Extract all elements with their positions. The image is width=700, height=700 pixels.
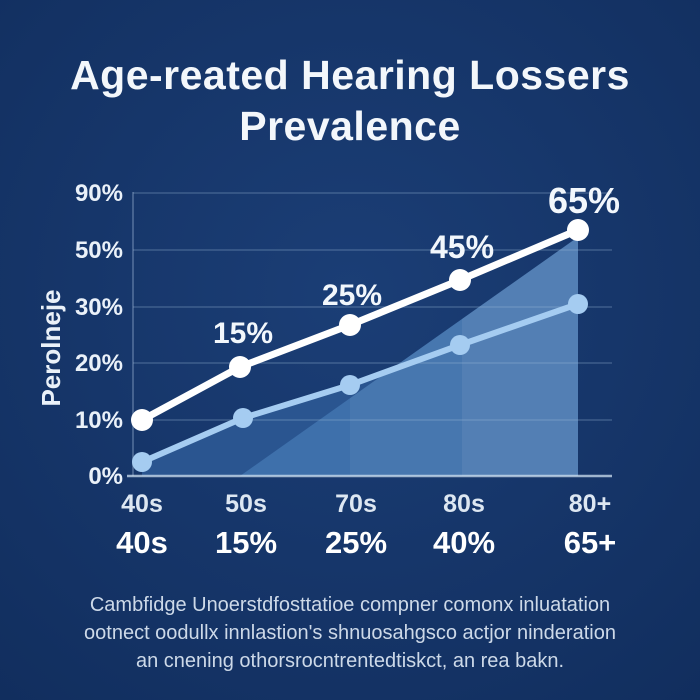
x-value-label: 15% (215, 525, 277, 560)
y-tick-label: 90% (75, 180, 123, 207)
point-label: 65% (548, 180, 620, 221)
point-label: 25% (322, 279, 382, 312)
lower-series-marker (450, 335, 470, 355)
upper-series-marker (449, 269, 471, 291)
caption-line3: an cnening othorsrocntrentedtiskct, an r… (135, 650, 565, 672)
area-band-mid (350, 319, 462, 476)
upper-series-marker (229, 356, 251, 378)
y-tick-label: 0% (88, 463, 123, 490)
x-tick-label: 80s (443, 490, 485, 518)
lower-series-marker (132, 452, 152, 472)
chart-title: Age-reated Hearing Lossers Prevalence (0, 50, 700, 152)
x-tick-label: 70s (335, 490, 377, 518)
y-tick-label: 30% (75, 294, 123, 321)
x-tick-label: 40s (121, 490, 163, 518)
caption-line1: Cambfidge Unoerstdfosttatioe compner com… (89, 594, 611, 616)
lower-series-marker (568, 294, 588, 314)
lower-series-marker (340, 375, 360, 395)
upper-series-marker (567, 219, 589, 241)
chart-title-line1: Age-reated Hearing Lossers (70, 52, 630, 98)
point-label: 15% (213, 317, 273, 350)
x-tick-label: 80+ (569, 490, 611, 518)
caption-line2: ootnect oodullx innlastion's shnuosahgsc… (84, 622, 616, 644)
chart-title-line2: Prevalence (239, 103, 461, 149)
upper-series-marker (339, 314, 361, 336)
area-wedge-between-series (240, 237, 578, 476)
x-tick-label: 50s (225, 490, 267, 518)
x-value-label: 40s (116, 525, 168, 560)
x-value-label: 25% (325, 525, 387, 560)
caption: Cambfidge Unoerstdfosttatioe compner com… (50, 591, 650, 675)
y-tick-label: 10% (75, 407, 123, 434)
y-tick-label: 50% (75, 237, 123, 264)
lower-series-marker (233, 408, 253, 428)
upper-series-marker (131, 409, 153, 431)
y-axis-title: Perolneje (36, 289, 66, 406)
x-value-label: 40% (433, 525, 495, 560)
point-label: 45% (430, 229, 494, 265)
y-tick-label: 20% (75, 350, 123, 377)
x-value-label: 65+ (564, 525, 617, 560)
area-band-right (462, 237, 578, 476)
